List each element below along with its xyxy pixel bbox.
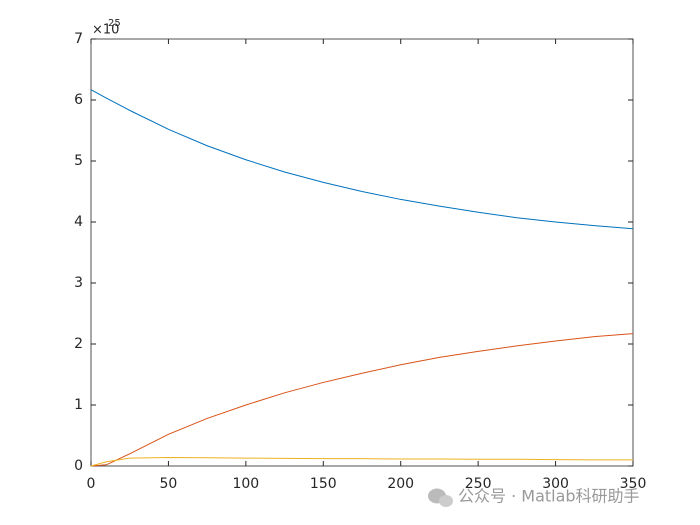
series-line <box>90 89 634 230</box>
y-tick-label: 0 <box>74 458 83 474</box>
y-tick-label: 2 <box>74 336 83 352</box>
y-multiplier-base: ×10 <box>92 23 119 38</box>
series-line <box>90 456 633 467</box>
watermark-group: 公众号 · Matlab科研助手 <box>428 487 640 507</box>
x-tick-label: 0 <box>87 476 96 492</box>
watermark-icon <box>439 495 453 507</box>
y-tick-label: 3 <box>74 275 83 291</box>
y-tick-label: 6 <box>74 92 83 108</box>
y-tick-label: 7 <box>74 31 83 47</box>
x-tick-label: 250 <box>465 476 492 492</box>
y-tick-label: 4 <box>74 214 83 230</box>
x-tick-label: 100 <box>232 476 259 492</box>
series-line <box>90 333 634 467</box>
x-tick-label: 200 <box>387 476 414 492</box>
watermark: 公众号 · Matlab科研助手 <box>458 487 640 506</box>
x-tick-label: 300 <box>542 476 569 492</box>
x-tick-label: 50 <box>160 476 178 492</box>
plot-box <box>90 38 634 467</box>
y-tick-label: 1 <box>74 397 83 413</box>
y-tick-label: 5 <box>74 153 83 169</box>
x-tick-label: 150 <box>310 476 337 492</box>
x-tick-label: 350 <box>620 476 647 492</box>
y-multiplier-exponent: 25 <box>108 18 121 29</box>
